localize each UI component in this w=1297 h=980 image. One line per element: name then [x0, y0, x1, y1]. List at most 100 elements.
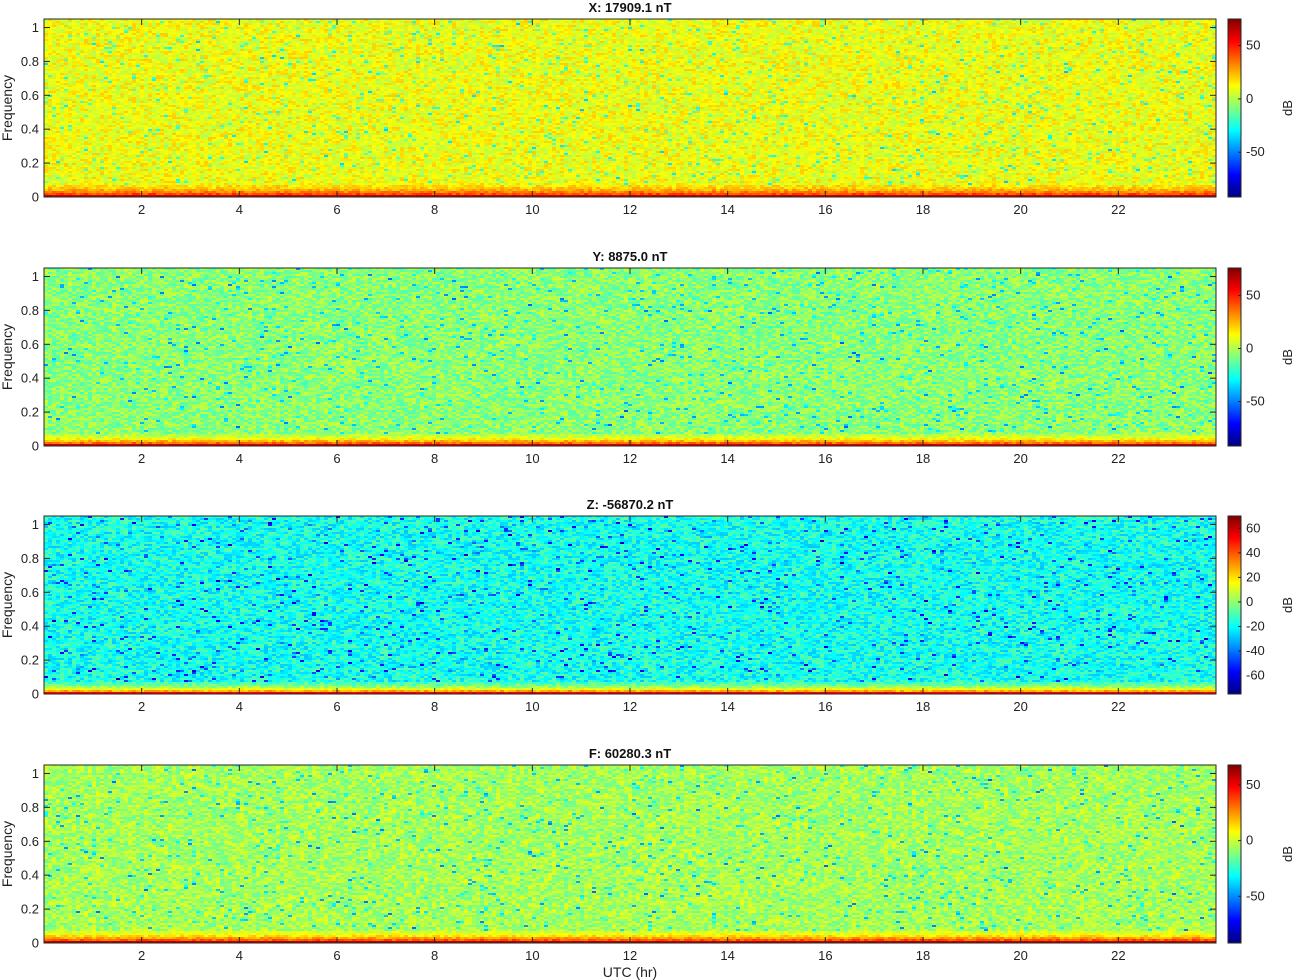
y-tick-label: 1	[32, 269, 39, 284]
panel-title: F: 60280.3 nT	[589, 746, 671, 761]
y-axis-label: Frequency	[0, 75, 15, 141]
x-tick-label: 10	[525, 451, 539, 466]
y-tick-label: 0.2	[21, 902, 39, 917]
x-tick-label: 18	[916, 699, 930, 714]
y-tick-label: 0	[32, 687, 39, 702]
x-tick-label: 2	[138, 699, 145, 714]
x-tick-label: 22	[1111, 202, 1125, 217]
colorbar-tick-label: 40	[1246, 545, 1260, 560]
colorbar-tick-label: -50	[1246, 394, 1265, 409]
x-tick-label: 8	[431, 699, 438, 714]
colorbar: 50 0 -50 dB	[1227, 18, 1295, 198]
spectrogram-image	[44, 516, 1216, 694]
x-tick-label: 18	[916, 202, 930, 217]
colorbar-tick-label: 60	[1246, 520, 1260, 535]
x-tick-label: 4	[236, 699, 243, 714]
y-tick-label: 0.4	[21, 371, 39, 386]
x-tick-label: 22	[1111, 948, 1125, 963]
spectrogram-panel-3: Z: -56870.2 nT2 4 6 8 10 12 14 16 18 20 2200.20.40…	[0, 497, 1295, 714]
colorbar-tick-label: 50	[1246, 38, 1260, 53]
spectrogram-panel-2: Y: 8875.0 nT2 4 6 8 10 12 14 16 18 20 2200.20.40.6…	[0, 249, 1295, 466]
colorbar-tick-label: 50	[1246, 777, 1260, 792]
colorbar-label: dB	[1280, 597, 1295, 613]
colorbar-label: dB	[1280, 100, 1295, 116]
y-tick-label: 0.8	[21, 303, 39, 318]
spectrogram-image	[44, 268, 1216, 446]
y-tick-label: 0.8	[21, 551, 39, 566]
colorbar-tick-label: 0	[1246, 833, 1253, 848]
x-tick-label: 22	[1111, 699, 1125, 714]
colorbar-gradient	[1228, 516, 1241, 694]
y-tick-label: 1	[32, 766, 39, 781]
x-tick-label: 16	[818, 948, 832, 963]
y-axis-label: Frequency	[0, 572, 15, 638]
colorbar-gradient	[1228, 268, 1241, 446]
x-tick-label: 18	[916, 948, 930, 963]
x-tick-label: 4	[236, 202, 243, 217]
x-tick-label: 10	[525, 699, 539, 714]
colorbar-tick-label: -50	[1246, 888, 1265, 903]
colorbar-tick-label: 50	[1246, 288, 1260, 303]
x-tick-label: 12	[623, 699, 637, 714]
x-tick-label: 16	[818, 202, 832, 217]
x-tick-label: 14	[720, 948, 734, 963]
colorbar: 50 0 -50 dB	[1227, 267, 1295, 447]
x-tick-label: 22	[1111, 451, 1125, 466]
colorbar: 50 0 -50 dB	[1227, 764, 1295, 944]
x-tick-label: 2	[138, 451, 145, 466]
panel-title: X: 17909.1 nT	[588, 0, 671, 15]
spectrogram-panel-1: X: 17909.1 nT2 4 6 8 10 12 14 16 18 20 2200.20.40.…	[0, 0, 1295, 217]
colorbar-tick-label: -60	[1246, 668, 1265, 683]
x-tick-label: 2	[138, 202, 145, 217]
y-tick-label: 0	[32, 190, 39, 205]
x-tick-label: 8	[431, 948, 438, 963]
y-tick-label: 0.2	[21, 653, 39, 668]
x-tick-label: 10	[525, 948, 539, 963]
y-tick-label: 0.6	[21, 337, 39, 352]
colorbar-tick-label: 20	[1246, 569, 1260, 584]
colorbar-frame	[1227, 764, 1242, 944]
spectrogram-panel-4: F: 60280.3 nT2 4 6 8 10 12 14 16 18 20 2200.20.40.…	[0, 746, 1295, 980]
y-tick-label: 0	[32, 439, 39, 454]
colorbar-gradient	[1228, 765, 1241, 943]
y-tick-label: 0.4	[21, 619, 39, 634]
y-axis-label: Frequency	[0, 821, 15, 887]
y-tick-label: 0.4	[21, 868, 39, 883]
y-tick-label: 1	[32, 517, 39, 532]
y-axis-label: Frequency	[0, 324, 15, 390]
x-tick-label: 4	[236, 948, 243, 963]
colorbar: 60 40 20 0 -20 -40 -60 dB	[1227, 515, 1295, 695]
colorbar-label: dB	[1280, 846, 1295, 862]
x-tick-label: 6	[333, 699, 340, 714]
y-tick-label: 0.2	[21, 405, 39, 420]
x-tick-label: 6	[333, 202, 340, 217]
x-tick-label: 6	[333, 948, 340, 963]
x-tick-label: 2	[138, 948, 145, 963]
colorbar-frame	[1227, 515, 1242, 695]
colorbar-label: dB	[1280, 349, 1295, 365]
y-tick-label: 0	[32, 936, 39, 951]
colorbar-gradient	[1228, 19, 1241, 197]
x-tick-label: 14	[720, 699, 734, 714]
spectrogram-image	[44, 765, 1216, 943]
colorbar-tick-label: 0	[1246, 341, 1253, 356]
x-tick-label: 8	[431, 451, 438, 466]
x-tick-label: 20	[1013, 451, 1027, 466]
x-tick-label: 10	[525, 202, 539, 217]
colorbar-tick-label: -40	[1246, 643, 1265, 658]
x-tick-label: 6	[333, 451, 340, 466]
x-tick-label: 18	[916, 451, 930, 466]
x-tick-label: 12	[623, 948, 637, 963]
colorbar-tick-label: 0	[1246, 594, 1253, 609]
x-axis-label: UTC (hr)	[603, 964, 657, 980]
y-tick-label: 1	[32, 20, 39, 35]
colorbar-tick-label: -50	[1246, 144, 1265, 159]
panel-title: Z: -56870.2 nT	[587, 497, 674, 512]
colorbar-tick-label: -20	[1246, 618, 1265, 633]
x-tick-label: 14	[720, 202, 734, 217]
x-tick-label: 12	[623, 451, 637, 466]
colorbar-frame	[1227, 267, 1242, 447]
y-tick-label: 0.6	[21, 88, 39, 103]
y-tick-label: 0.6	[21, 834, 39, 849]
